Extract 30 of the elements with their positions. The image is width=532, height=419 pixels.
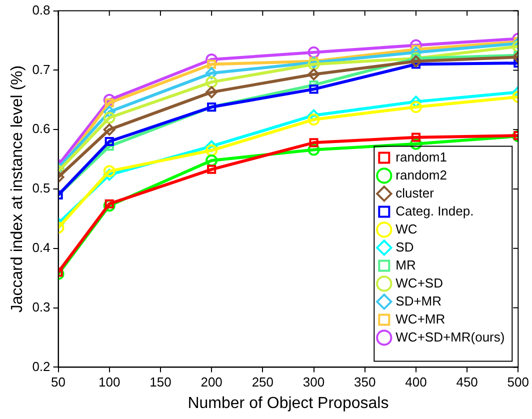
legend-label: MR [396,257,416,272]
y-tick-label: 0.3 [32,299,50,314]
y-tick-label: 0.6 [32,121,50,136]
x-tick-label: 350 [354,374,376,390]
x-tick-label: 150 [150,374,172,390]
legend-label: WC [396,221,418,236]
legend-label: WC+MR [396,311,446,326]
y-axis-title: Jaccard index at instance level (%) [9,65,26,313]
x-tick-label: 250 [252,374,274,390]
x-tick-label: 50 [51,374,66,390]
x-tick-label: 200 [200,374,222,390]
y-tick-label: 0.2 [32,358,50,374]
y-tick-label: 0.8 [32,2,50,18]
y-tick-label: 0.4 [32,240,50,255]
legend-label: random1 [396,149,447,164]
legend-label: cluster [396,185,435,200]
legend-label: Categ. Indep. [396,203,474,218]
x-axis-title: Number of Object Proposals [188,394,389,412]
legend-label: WC+SD+MR(ours) [396,329,505,344]
x-tick-label: 300 [302,374,325,390]
x-tick-label: 400 [405,374,427,390]
x-tick-label: 100 [98,374,120,390]
legend-label: SD+MR [396,293,442,308]
y-tick-label: 0.7 [32,62,50,77]
legend-label: SD [396,239,414,254]
legend-label: WC+SD [396,275,443,290]
x-tick-label: 500 [507,374,530,390]
x-tick-label: 450 [456,374,478,390]
legend-label: random2 [396,167,447,182]
y-tick-label: 0.5 [32,180,50,196]
